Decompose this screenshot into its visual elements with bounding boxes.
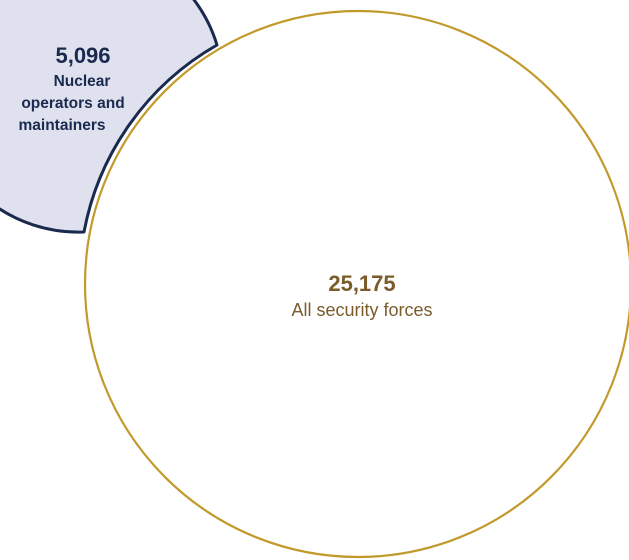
security-forces-circle: [83, 9, 629, 559]
small-group-value: 5,096: [55, 43, 110, 68]
large-group-value: 25,175: [328, 271, 395, 296]
large-group-label: 25,175 All security forces: [291, 271, 432, 320]
small-group-label-line-1: Nuclear: [54, 73, 111, 90]
small-group-label-line-2: operators and: [21, 95, 124, 112]
large-group-label-text: All security forces: [291, 300, 432, 320]
small-group-label-line-3: maintainers: [18, 117, 105, 134]
nuclear-operators-region: [0, 0, 219, 234]
small-group-label: 5,096 Nuclear operators and maintainers: [18, 43, 124, 134]
